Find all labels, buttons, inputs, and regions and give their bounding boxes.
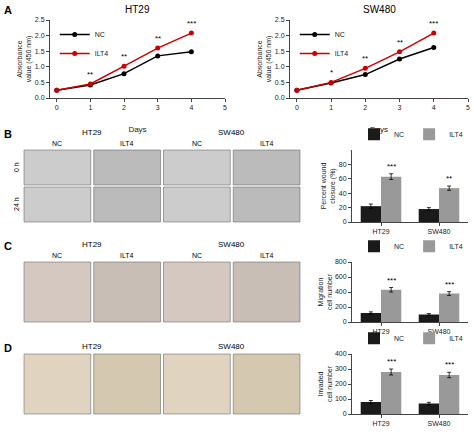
svg-text:SW480: SW480 (363, 4, 396, 15)
svg-text:SW480: SW480 (427, 328, 451, 336)
svg-text:0.5: 0.5 (35, 79, 45, 86)
svg-text:SW480: SW480 (428, 420, 451, 427)
svg-text:HT29: HT29 (372, 328, 390, 336)
svg-text:2: 2 (122, 104, 126, 111)
svg-text:**: ** (397, 38, 403, 47)
svg-text:Days: Days (128, 125, 146, 134)
svg-text:0: 0 (343, 218, 347, 225)
svg-text:2.0: 2.0 (275, 32, 285, 39)
svg-text:*: * (330, 68, 333, 77)
svg-text:800: 800 (335, 258, 347, 265)
svg-text:3: 3 (398, 104, 402, 111)
svg-text:Invadedcell number: Invadedcell number (317, 365, 333, 402)
svg-text:5: 5 (466, 104, 470, 111)
svg-text:40: 40 (339, 190, 347, 197)
svg-text:ILT4: ILT4 (449, 243, 463, 250)
svg-text:B: B (4, 128, 12, 140)
svg-text:2.5: 2.5 (35, 16, 45, 23)
svg-text:300: 300 (335, 365, 347, 372)
svg-text:NC: NC (335, 31, 345, 38)
svg-text:1: 1 (329, 104, 333, 111)
svg-text:ILT4: ILT4 (335, 50, 349, 57)
svg-text:ILT4: ILT4 (449, 131, 463, 138)
svg-text:***: *** (445, 280, 454, 289)
svg-text:NC: NC (192, 140, 202, 147)
svg-text:1.0: 1.0 (275, 63, 285, 70)
svg-text:0: 0 (295, 104, 299, 111)
svg-text:600: 600 (335, 273, 347, 280)
svg-text:C: C (4, 240, 12, 252)
svg-text:SW480: SW480 (218, 342, 245, 351)
svg-text:NC: NC (394, 335, 404, 342)
svg-text:2.0: 2.0 (35, 32, 45, 39)
svg-text:A: A (4, 4, 12, 16)
svg-text:4: 4 (189, 104, 193, 111)
svg-text:0.0: 0.0 (275, 94, 285, 101)
svg-text:***: *** (387, 162, 396, 171)
svg-text:0 h: 0 h (13, 162, 20, 172)
svg-text:400: 400 (335, 350, 347, 357)
svg-text:***: *** (429, 19, 438, 28)
svg-text:ILT4: ILT4 (260, 252, 274, 259)
svg-text:NC: NC (192, 252, 202, 259)
svg-text:Absorbancevalue (450 nm): Absorbancevalue (450 nm) (16, 36, 33, 83)
svg-text:HT29: HT29 (372, 228, 389, 235)
svg-text:ILT4: ILT4 (95, 50, 109, 57)
svg-text:1.0: 1.0 (35, 63, 45, 70)
svg-text:Days: Days (370, 125, 388, 134)
svg-text:**: ** (121, 52, 127, 61)
svg-text:4: 4 (432, 104, 436, 111)
svg-text:2: 2 (363, 104, 367, 111)
svg-text:Absorbancevalue (450 nm): Absorbancevalue (450 nm) (256, 36, 273, 83)
svg-text:***: *** (445, 360, 454, 369)
svg-text:ILT4: ILT4 (120, 140, 134, 147)
svg-text:400: 400 (335, 288, 347, 295)
svg-text:200: 200 (335, 380, 347, 387)
svg-text:20: 20 (339, 204, 347, 211)
svg-text:**: ** (446, 174, 452, 183)
svg-text:NC: NC (95, 31, 105, 38)
svg-text:0: 0 (55, 104, 59, 111)
svg-text:HT29: HT29 (82, 342, 102, 351)
svg-text:**: ** (362, 54, 368, 63)
svg-text:**: ** (155, 34, 161, 43)
svg-text:HT29: HT29 (372, 420, 389, 427)
svg-text:**: ** (87, 70, 93, 79)
svg-text:1.5: 1.5 (275, 48, 285, 55)
svg-text:HT29: HT29 (82, 240, 102, 249)
svg-text:***: *** (187, 19, 196, 28)
svg-text:60: 60 (339, 175, 347, 182)
svg-text:2.5: 2.5 (275, 16, 285, 23)
svg-text:NC: NC (394, 131, 404, 138)
svg-text:0.5: 0.5 (275, 79, 285, 86)
svg-text:SW480: SW480 (218, 240, 245, 249)
svg-text:100: 100 (335, 395, 347, 402)
svg-text:***: *** (387, 357, 396, 366)
svg-text:SW480: SW480 (428, 228, 451, 235)
svg-text:ILT4: ILT4 (449, 335, 463, 342)
svg-text:0: 0 (343, 410, 347, 417)
svg-text:HT29: HT29 (82, 128, 102, 137)
svg-text:HT29: HT29 (125, 4, 150, 15)
svg-text:0.0: 0.0 (35, 94, 45, 101)
svg-text:200: 200 (335, 303, 347, 310)
svg-text:NC: NC (52, 140, 62, 147)
svg-text:D: D (4, 342, 12, 354)
svg-text:Percent woundclosure (%): Percent woundclosure (%) (320, 163, 337, 210)
svg-text:ILT4: ILT4 (260, 140, 274, 147)
svg-text:1.5: 1.5 (35, 48, 45, 55)
svg-text:Migrationcell number: Migrationcell number (317, 273, 333, 310)
svg-text:3: 3 (156, 104, 160, 111)
svg-text:NC: NC (394, 243, 404, 250)
svg-text:NC: NC (52, 252, 62, 259)
svg-text:***: *** (387, 276, 396, 285)
svg-text:ILT4: ILT4 (120, 252, 134, 259)
svg-text:80: 80 (339, 161, 347, 168)
svg-text:24 h: 24 h (13, 197, 20, 211)
svg-text:0: 0 (343, 318, 347, 325)
svg-text:1: 1 (88, 104, 92, 111)
svg-text:SW480: SW480 (218, 128, 245, 137)
svg-text:5: 5 (223, 104, 227, 111)
